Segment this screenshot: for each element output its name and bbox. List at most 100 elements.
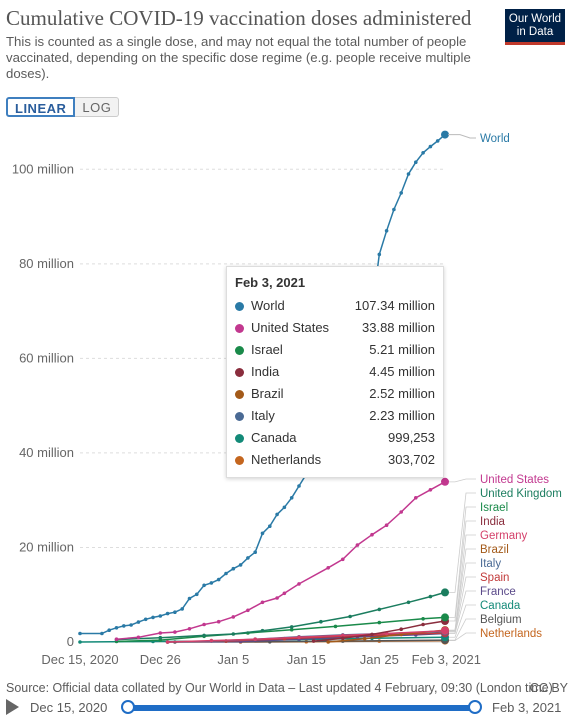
data-point	[384, 229, 389, 233]
tooltip-series-value: 303,702	[388, 452, 435, 467]
timeline-end-handle[interactable]	[468, 700, 482, 714]
y-tick-label: 60 million	[19, 350, 74, 365]
play-icon[interactable]	[6, 699, 19, 715]
y-tick-label: 0	[67, 634, 74, 649]
data-point	[209, 581, 214, 585]
data-point	[173, 630, 177, 634]
data-point	[107, 628, 111, 632]
log-scale-button[interactable]: LOG	[75, 97, 120, 117]
label-connector	[449, 632, 476, 641]
tooltip-row: World 107.34 million	[235, 297, 435, 317]
label-connector	[449, 492, 476, 593]
data-point	[341, 633, 345, 638]
tooltip-series-dot	[235, 390, 244, 399]
tooltip-row: Italy 2.23 million	[235, 407, 435, 427]
data-point	[406, 600, 411, 605]
series-label-italy: Italy	[480, 558, 501, 570]
source-note: Source: Official data collated by Our Wo…	[6, 681, 568, 696]
tooltip-date: Feb 3, 2021	[235, 275, 306, 290]
data-point	[355, 543, 360, 547]
series-label-spain: Spain	[480, 572, 509, 584]
data-point	[392, 207, 396, 212]
timeline-start-label: Dec 15, 2020	[30, 700, 108, 715]
data-point	[428, 594, 433, 599]
data-point	[326, 566, 331, 570]
series-label-belgium: Belgium	[480, 614, 522, 626]
data-point	[253, 550, 257, 554]
data-point	[122, 624, 126, 628]
data-point	[297, 582, 301, 586]
tooltip-series-dot	[235, 302, 244, 311]
data-point	[268, 524, 272, 528]
tooltip-series-value: 5.21 million	[369, 342, 435, 357]
data-point	[136, 620, 141, 624]
data-point	[78, 640, 82, 644]
line-chart: 0 20 million 40 million 60 million 80 millio…	[12, 130, 562, 667]
data-point	[246, 556, 250, 560]
end-marker	[441, 626, 449, 635]
data-point	[136, 635, 141, 640]
label-connector	[449, 604, 476, 638]
timeline-end-label: Feb 3, 2021	[492, 700, 562, 715]
data-point	[231, 615, 236, 619]
owid-logo[interactable]: Our World in Data	[505, 9, 565, 45]
data-point	[384, 523, 389, 527]
data-point	[421, 622, 425, 627]
data-point	[224, 571, 228, 576]
license-link[interactable]: CC BY	[529, 681, 568, 695]
data-point	[253, 637, 257, 641]
logo-line-2: in Data	[516, 26, 554, 38]
series-label-india: India	[480, 516, 506, 528]
data-point	[209, 638, 214, 643]
series-line-india	[313, 620, 446, 642]
x-tick-label: Dec 26	[140, 652, 181, 667]
tooltip-series-name: Israel	[251, 342, 283, 357]
tooltip-series-name: Brazil	[251, 386, 284, 401]
data-point	[100, 631, 104, 636]
data-point	[414, 496, 418, 500]
tooltip-series-name: World	[251, 298, 285, 313]
tooltip-series-dot	[235, 346, 244, 355]
x-tick-label: Feb 3, 2021	[412, 652, 481, 667]
tooltip-series-value: 4.45 million	[369, 364, 435, 379]
linear-scale-button[interactable]: LINEAR	[6, 97, 76, 117]
data-point	[165, 611, 170, 616]
data-point	[326, 640, 331, 644]
series-label-united-states: United States	[480, 474, 549, 486]
timeline-track[interactable]	[128, 705, 475, 711]
series-label-brazil: Brazil	[480, 544, 509, 556]
data-point	[377, 620, 382, 625]
end-marker	[441, 477, 449, 486]
chart-subtitle: This is counted as a single dose, and ma…	[6, 34, 471, 81]
y-tick-label: 40 million	[19, 445, 74, 460]
tooltip-row: Canada 999,253	[235, 429, 435, 449]
y-tick-label: 100 million	[12, 161, 74, 176]
data-point	[333, 624, 338, 629]
end-marker	[441, 130, 449, 139]
data-point	[414, 160, 418, 164]
series-label-world: World	[480, 133, 510, 145]
tooltip-series-dot	[235, 324, 244, 333]
data-point	[370, 532, 374, 537]
data-point	[377, 252, 382, 257]
data-point	[289, 625, 294, 629]
tooltip-series-name: India	[251, 364, 280, 379]
data-point	[114, 637, 119, 641]
label-connector	[449, 506, 476, 618]
data-point	[399, 191, 404, 195]
label-connector	[449, 548, 476, 631]
label-connector	[449, 618, 476, 641]
series-label-netherlands: Netherlands	[480, 628, 542, 640]
data-point	[260, 628, 265, 633]
timeline-start-handle[interactable]	[121, 700, 135, 714]
series-label-germany: Germany	[480, 530, 528, 542]
data-point	[180, 607, 184, 611]
source-text: Source: Official data collated by Our Wo…	[6, 681, 553, 695]
series-line-united-states	[116, 481, 446, 640]
data-point	[202, 622, 206, 627]
x-tick-label: Jan 25	[360, 652, 399, 667]
data-point	[187, 596, 192, 601]
series-label-france: France	[480, 586, 516, 598]
data-point	[231, 566, 236, 571]
data-point	[341, 557, 345, 562]
